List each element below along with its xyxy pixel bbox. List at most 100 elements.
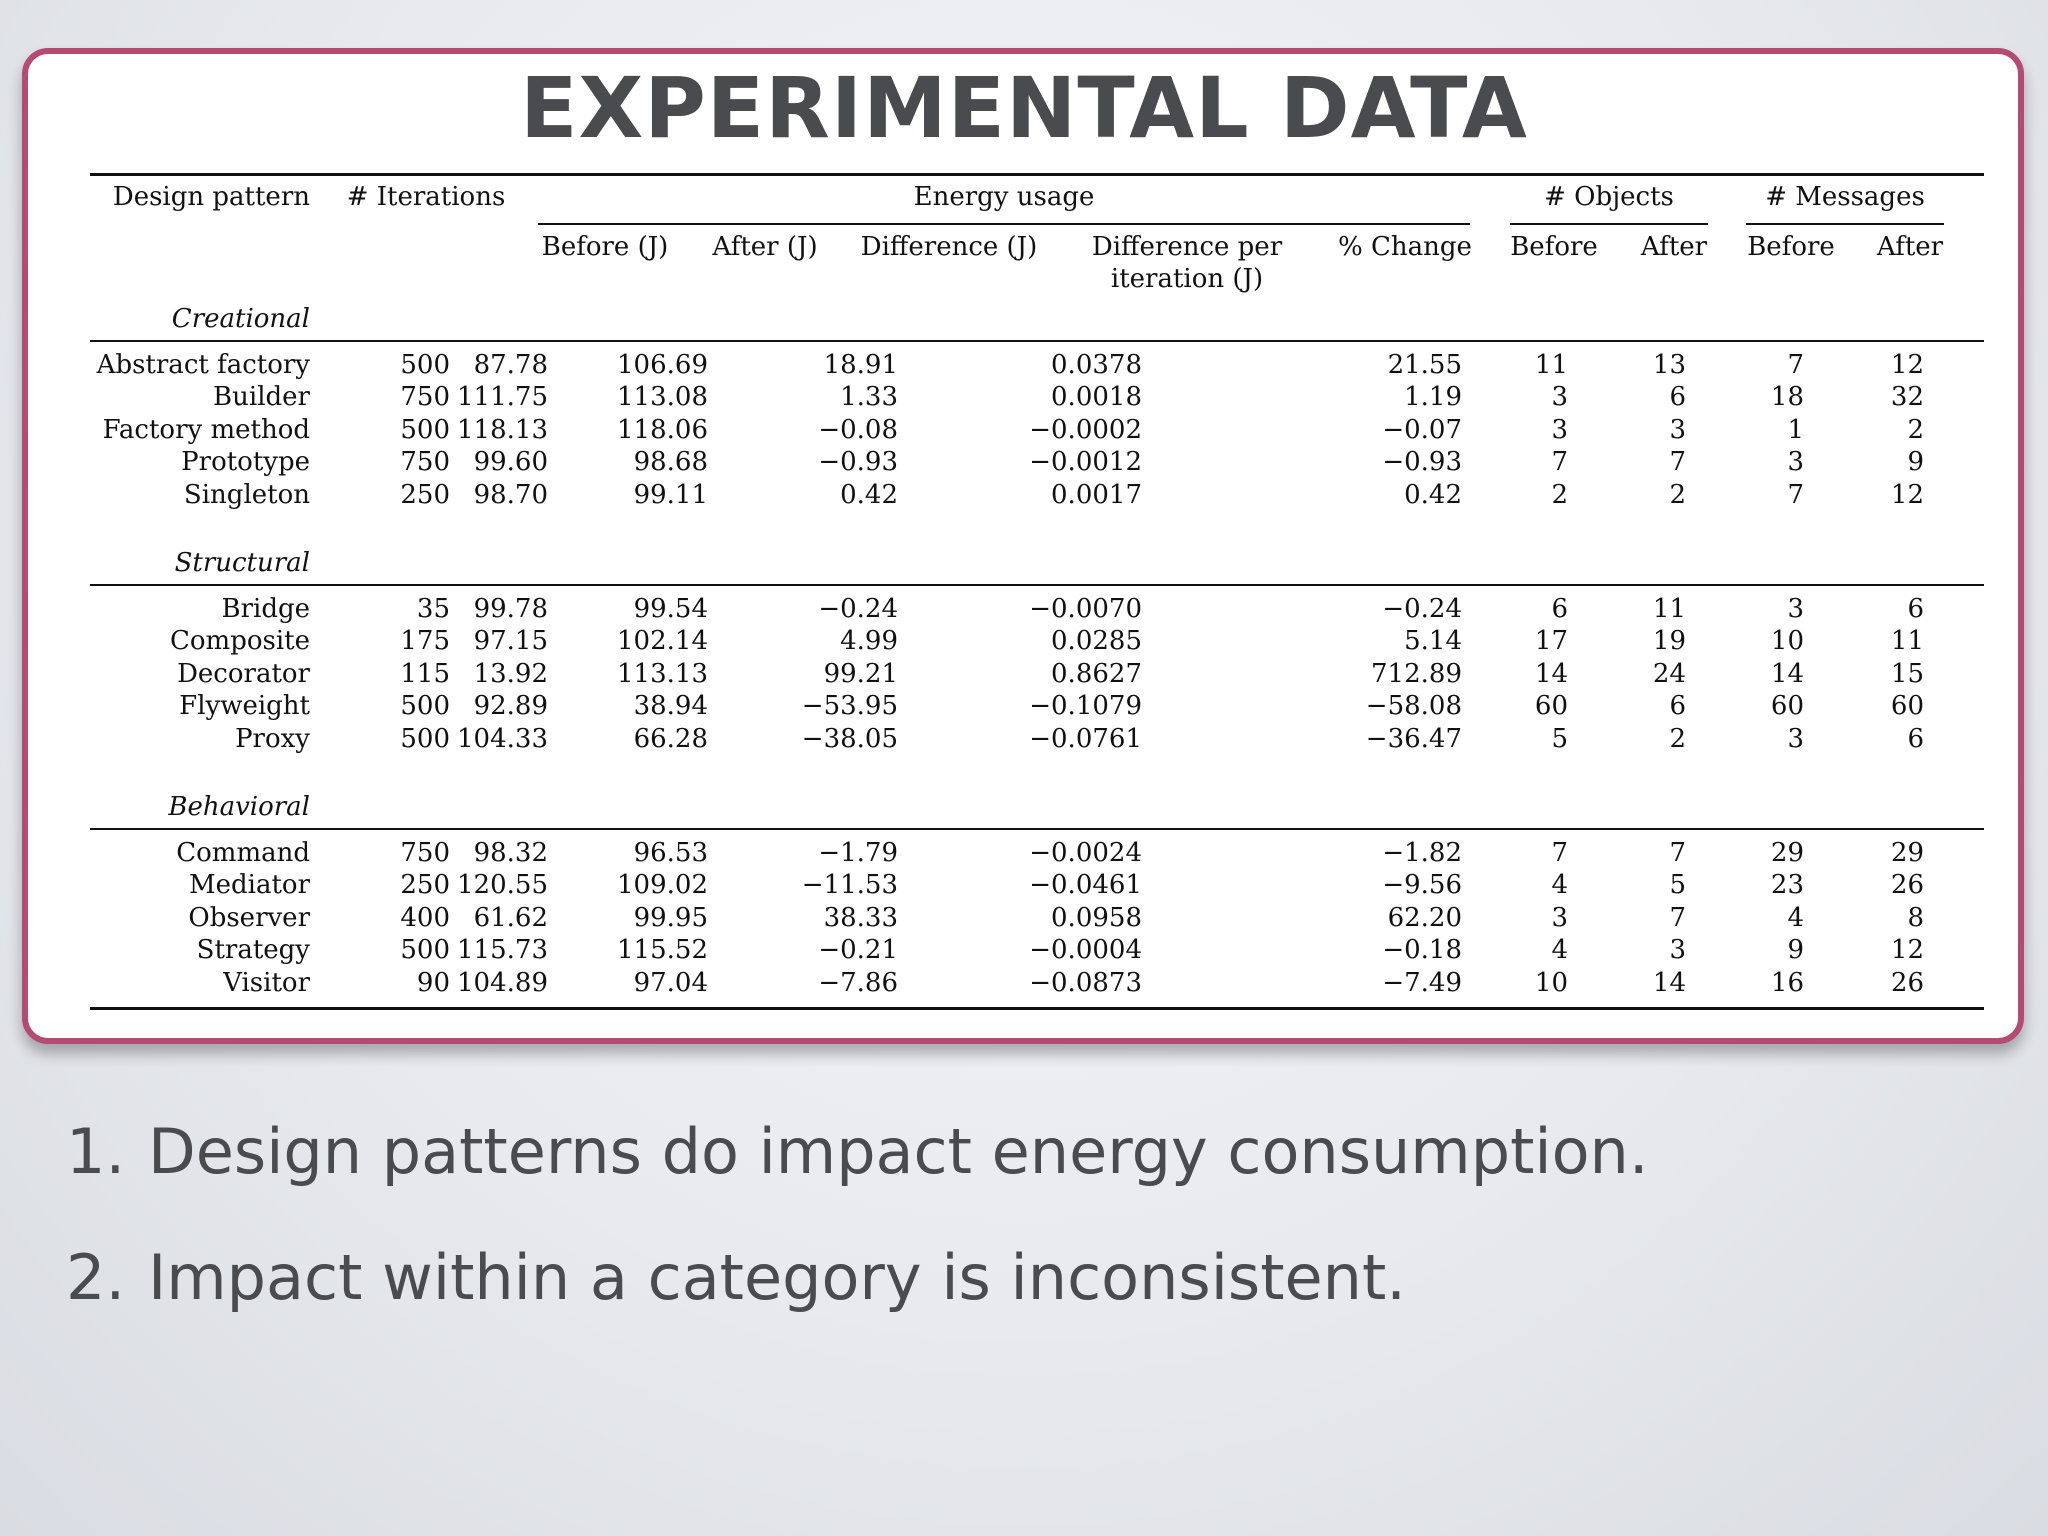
table-cell: 60 <box>1890 691 1924 722</box>
table-cell: 99.60 <box>473 447 548 478</box>
table-cell: 102.14 <box>617 626 708 657</box>
table-cell: 4 <box>1551 935 1568 966</box>
table-cell: 6 <box>1551 594 1568 624</box>
group-label: Behavioral <box>168 792 310 822</box>
table-cell: 12 <box>1890 935 1924 966</box>
table-row-label: Singleton <box>183 479 310 510</box>
bullet-number: 1. <box>66 1115 126 1188</box>
table-cell: 60 <box>1770 691 1804 722</box>
table-cell: 500 <box>400 935 450 966</box>
table-row-label: Command <box>176 838 310 868</box>
table-row-label: Strategy <box>196 935 310 966</box>
table-cell: 90 <box>416 967 450 998</box>
objects-rule <box>1510 223 1708 225</box>
energy-usage-rule <box>538 223 1470 225</box>
table-cell: 0.0018 <box>1051 382 1142 413</box>
table-cell: 3 <box>1787 723 1804 754</box>
table-cell: 38.94 <box>633 691 708 722</box>
table-cell: 3 <box>1551 414 1568 445</box>
table-cell: 6 <box>1669 691 1686 722</box>
table-cell: 18 <box>1770 382 1804 413</box>
table-cell: 87.78 <box>473 350 548 380</box>
table-cell: 6 <box>1669 382 1686 413</box>
table-cell: 26 <box>1890 967 1924 998</box>
table-cell: 118.13 <box>457 414 548 445</box>
table-cell: 175 <box>400 626 450 657</box>
table-cell: 2 <box>1907 414 1924 445</box>
table-cell: −11.53 <box>801 870 898 901</box>
table-cell: 8 <box>1907 902 1924 933</box>
table-cell: 97.04 <box>633 967 708 998</box>
table-cell: 0.0378 <box>1051 350 1142 380</box>
table-cell: 106.69 <box>617 350 708 380</box>
table-cell: 5 <box>1669 870 1686 901</box>
table-row-label: Flyweight <box>179 691 310 722</box>
table-cell: 6 <box>1907 723 1924 754</box>
bullet-text: Design patterns do impact energy consump… <box>148 1115 1649 1188</box>
table-cell: 99.78 <box>473 594 548 624</box>
table-cell: 21.55 <box>1387 350 1462 380</box>
header-objects-after: After <box>1640 232 1708 262</box>
table-cell: 12 <box>1890 350 1924 380</box>
table-cell: −0.0002 <box>1029 414 1142 445</box>
table-cell: 1 <box>1787 414 1804 445</box>
table-cell: 98.70 <box>473 479 548 510</box>
table-cell: 11 <box>1890 626 1924 657</box>
table-cell: 0.0285 <box>1051 626 1142 657</box>
header-difference-j: Difference (J) <box>860 232 1038 262</box>
table-cell: 500 <box>400 723 450 754</box>
table-cell: −53.95 <box>801 691 898 722</box>
table-cell: −0.18 <box>1382 935 1462 966</box>
table-cell: 0.8627 <box>1051 658 1142 689</box>
table-cell: 97.15 <box>473 626 548 657</box>
table-cell: 750 <box>400 838 450 868</box>
table-cell: 66.28 <box>633 723 708 754</box>
messages-rule <box>1746 223 1944 225</box>
table-cell: 111.75 <box>457 382 548 413</box>
header-messages-after: After <box>1876 232 1944 262</box>
header-after-j: After (J) <box>712 232 818 262</box>
table-cell: 9 <box>1907 447 1924 478</box>
table-bottom-rule <box>90 1007 1984 1010</box>
table-cell: 61.62 <box>473 902 548 933</box>
table-cell: −0.0070 <box>1029 594 1142 624</box>
table-cell: −0.24 <box>818 594 898 624</box>
table-cell: −0.0004 <box>1029 935 1142 966</box>
table-cell: −0.07 <box>1382 414 1462 445</box>
header-messages-before: Before <box>1747 232 1835 262</box>
table-cell: 104.33 <box>457 723 548 754</box>
header-diff-per-iteration-2: iteration (J) <box>1110 264 1264 294</box>
table-cell: −0.0761 <box>1029 723 1142 754</box>
table-cell: 7 <box>1787 479 1804 510</box>
table-cell: −36.47 <box>1365 723 1462 754</box>
table-cell: 29 <box>1770 838 1804 868</box>
table-cell: 26 <box>1890 870 1924 901</box>
table-cell: −0.24 <box>1382 594 1462 624</box>
table-cell: 32 <box>1890 382 1924 413</box>
table-cell: −58.08 <box>1365 691 1462 722</box>
table-cell: 113.13 <box>617 658 708 689</box>
table-cell: −38.05 <box>801 723 898 754</box>
header-messages: # Messages <box>1765 182 1925 212</box>
table-cell: 0.42 <box>1404 479 1462 510</box>
experimental-data-table: Design pattern # Iterations Energy usage… <box>70 172 1984 1012</box>
table-cell: −0.93 <box>818 447 898 478</box>
group-rule <box>90 828 1984 830</box>
table-cell: 19 <box>1652 626 1686 657</box>
table-cell: −0.0024 <box>1029 838 1142 868</box>
table-cell: 500 <box>400 414 450 445</box>
table-cell: 0.0017 <box>1051 479 1142 510</box>
table-cell: 115.52 <box>617 935 708 966</box>
table-cell: −1.79 <box>818 838 898 868</box>
table-cell: 750 <box>400 447 450 478</box>
group-label: Structural <box>174 548 310 578</box>
table-cell: 7 <box>1787 350 1804 380</box>
table-cell: 14 <box>1534 658 1568 689</box>
table-cell: −0.93 <box>1382 447 1462 478</box>
table-cell: 92.89 <box>473 691 548 722</box>
table-cell: 7 <box>1669 902 1686 933</box>
table-cell: 0.42 <box>840 479 898 510</box>
table-cell: 4.99 <box>840 626 898 657</box>
header-energy-usage: Energy usage <box>913 182 1095 212</box>
table-cell: 3 <box>1551 382 1568 413</box>
